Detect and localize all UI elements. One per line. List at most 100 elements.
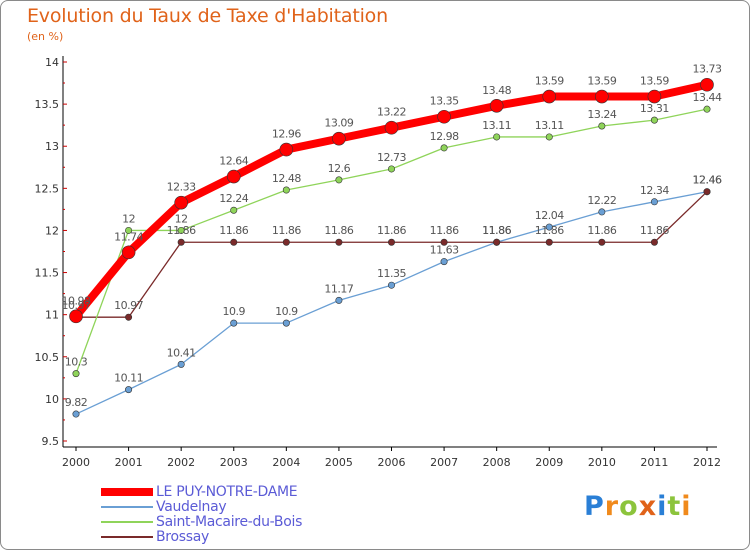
logo-letter: o xyxy=(619,491,639,522)
y-tick-label: 11 xyxy=(45,309,59,322)
data-label: 11.86 xyxy=(430,224,459,237)
data-label: 13.48 xyxy=(482,84,511,97)
y-tick-label: 13 xyxy=(45,140,59,153)
legend-swatch xyxy=(101,506,153,508)
legend-label: LE PUY-NOTRE-DAME xyxy=(156,484,298,500)
data-label: 12.46 xyxy=(693,174,722,187)
legend-label: Brossay xyxy=(156,529,209,545)
data-point xyxy=(595,89,609,104)
data-label: 12.98 xyxy=(430,130,459,143)
y-tick-label: 14 xyxy=(45,56,59,69)
data-label: 10.97 xyxy=(114,299,143,312)
x-tick-label: 2005 xyxy=(325,456,353,469)
data-point xyxy=(230,319,238,327)
data-label: 13.09 xyxy=(324,117,353,130)
y-tick-label: 13.5 xyxy=(35,98,60,111)
x-tick-label: 2001 xyxy=(115,456,143,469)
data-label: 13.59 xyxy=(535,75,564,88)
data-label: 11.86 xyxy=(219,224,248,237)
data-point xyxy=(493,133,501,141)
legend-swatch xyxy=(101,536,153,538)
data-point xyxy=(647,89,662,104)
chart-subtitle: (en %) xyxy=(27,30,64,43)
data-point xyxy=(177,360,185,368)
data-label: 11.86 xyxy=(167,224,196,237)
logo-letter: t xyxy=(667,491,682,522)
data-label: 12.48 xyxy=(272,172,301,185)
data-point xyxy=(69,309,83,324)
data-point xyxy=(335,176,343,184)
logo-letter: i xyxy=(657,491,668,522)
data-point xyxy=(384,120,399,135)
data-point xyxy=(279,142,294,157)
data-label: 12 xyxy=(175,212,188,225)
data-point xyxy=(125,386,133,394)
y-tick-label: 12 xyxy=(45,224,59,237)
data-label: 11.86 xyxy=(482,224,511,237)
data-point xyxy=(542,89,557,104)
data-point xyxy=(332,131,346,146)
data-point xyxy=(230,206,238,214)
data-label: 12.73 xyxy=(377,151,406,164)
chart-title: Evolution du Taux de Taxe d'Habitation xyxy=(27,5,388,27)
data-point xyxy=(335,296,343,304)
legend-swatch xyxy=(101,521,153,523)
data-point xyxy=(489,98,504,113)
x-tick-label: 2006 xyxy=(378,456,406,469)
y-tick-label: 10.5 xyxy=(35,351,60,364)
data-point xyxy=(282,319,290,327)
data-point xyxy=(230,238,238,246)
data-point xyxy=(125,313,133,321)
data-point xyxy=(493,238,501,246)
data-label: 10.97 xyxy=(62,299,91,312)
data-point xyxy=(598,238,606,246)
data-point xyxy=(387,165,395,173)
data-label: 13.22 xyxy=(377,106,406,119)
data-point xyxy=(650,238,658,246)
data-label: 13.73 xyxy=(693,63,722,76)
data-label: 12.46 xyxy=(693,174,722,187)
data-label: 11.35 xyxy=(377,267,406,280)
data-point xyxy=(282,186,290,194)
data-label: 13.59 xyxy=(640,75,669,88)
legend-label: Saint-Macaire-du-Bois xyxy=(156,514,303,530)
data-label: 12.24 xyxy=(219,192,248,205)
data-point xyxy=(226,169,241,184)
data-point xyxy=(650,198,658,206)
proxiti-logo: Proxiti xyxy=(584,491,692,522)
data-point xyxy=(545,133,553,141)
data-point xyxy=(387,238,395,246)
x-tick-label: 2004 xyxy=(272,456,300,469)
data-label: 13.11 xyxy=(482,119,511,132)
x-tick-label: 2003 xyxy=(220,456,248,469)
x-tick-label: 2007 xyxy=(430,456,458,469)
data-label: 12.34 xyxy=(640,184,669,197)
data-label: 13.44 xyxy=(693,91,722,104)
data-label: 11.86 xyxy=(482,224,511,237)
data-label: 11.86 xyxy=(377,224,406,237)
data-point xyxy=(335,238,343,246)
data-label: 12.04 xyxy=(535,209,564,222)
y-tick-label: 10 xyxy=(45,393,59,406)
x-tick-label: 2011 xyxy=(640,456,668,469)
logo-letter: x xyxy=(638,491,658,522)
logo-letter: r xyxy=(604,491,620,522)
y-tick-label: 12.5 xyxy=(35,182,60,195)
data-label: 10.41 xyxy=(167,346,196,359)
data-point xyxy=(177,238,185,246)
data-label: 13.11 xyxy=(535,119,564,132)
data-label: 13.24 xyxy=(587,108,616,121)
data-label: 10.3 xyxy=(65,356,88,369)
logo-letter: i xyxy=(681,491,692,522)
data-label: 13.35 xyxy=(430,95,459,108)
data-label: 11.86 xyxy=(272,224,301,237)
data-point xyxy=(703,188,711,196)
data-label: 11.86 xyxy=(324,224,353,237)
data-point xyxy=(598,122,606,130)
data-label: 12.22 xyxy=(587,194,616,207)
x-tick-label: 2000 xyxy=(62,456,90,469)
data-point xyxy=(177,226,185,234)
data-point xyxy=(545,223,553,231)
data-label: 10.98 xyxy=(62,294,91,307)
